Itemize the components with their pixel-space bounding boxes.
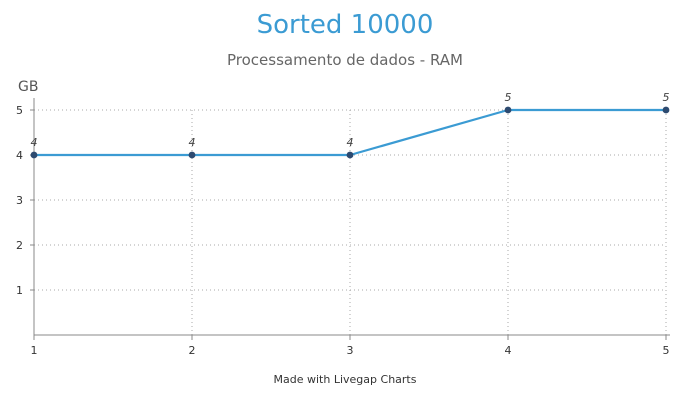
- chart-title: Sorted 10000: [256, 10, 434, 40]
- y-tick-label: 5: [16, 104, 23, 117]
- data-point: [346, 151, 354, 159]
- data-label: 4: [31, 136, 38, 149]
- x-tick-label: 2: [189, 344, 196, 357]
- data-label: 4: [189, 136, 196, 149]
- data-labels: 4 4 4 5 5: [31, 91, 670, 149]
- y-tick-label: 1: [16, 284, 23, 297]
- y-tick-label: 3: [16, 194, 23, 207]
- data-point: [30, 151, 38, 159]
- x-tick-label: 1: [31, 344, 38, 357]
- data-point: [662, 106, 670, 114]
- x-tick-label: 3: [347, 344, 354, 357]
- series: [30, 106, 670, 159]
- x-tick-label: 4: [505, 344, 512, 357]
- data-label: 5: [505, 91, 512, 104]
- data-point: [504, 106, 512, 114]
- data-label: 4: [347, 136, 354, 149]
- tick-labels: 1 2 3 4 5 1 2 3 4 5: [16, 104, 670, 357]
- y-tick-label: 2: [16, 239, 23, 252]
- x-tick-label: 5: [663, 344, 670, 357]
- chart-subtitle: Processamento de dados - RAM: [227, 51, 463, 69]
- data-point: [188, 151, 196, 159]
- data-label: 5: [663, 91, 670, 104]
- footer-credit: Made with Livegap Charts: [273, 373, 417, 386]
- y-tick-label: 4: [16, 149, 23, 162]
- y-axis-label: GB: [18, 79, 38, 95]
